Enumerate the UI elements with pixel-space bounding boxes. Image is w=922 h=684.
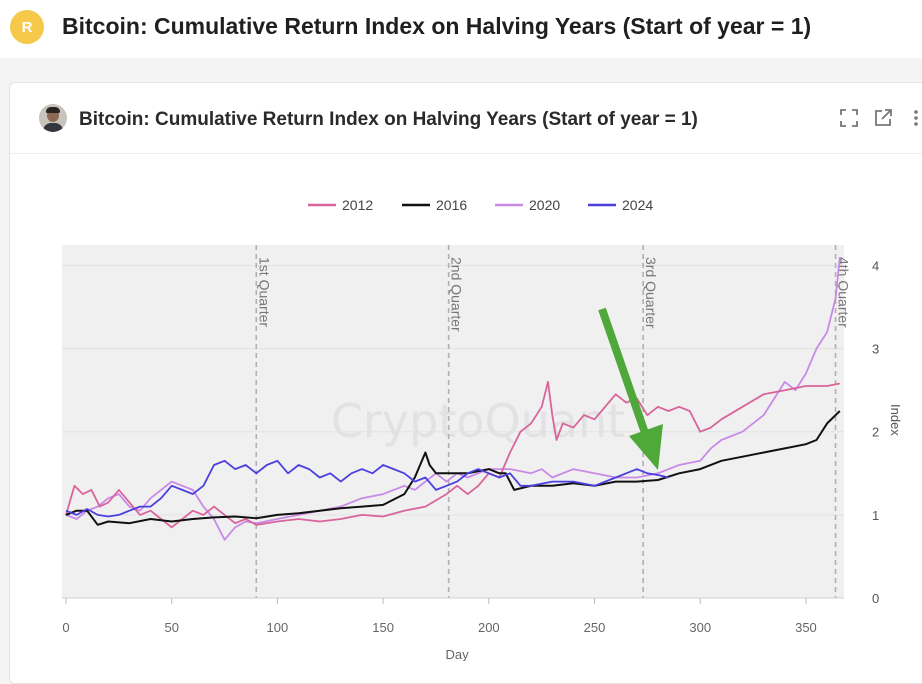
x-axis-label: Day <box>446 647 470 661</box>
y-axis-label: Index <box>888 404 903 436</box>
page-title: Bitcoin: Cumulative Return Index on Halv… <box>62 13 812 39</box>
x-tick-label: 300 <box>689 620 711 635</box>
x-tick-label: 150 <box>372 620 394 635</box>
page-header: R Bitcoin: Cumulative Return Index on Ha… <box>0 0 922 58</box>
legend-label-2024[interactable]: 2024 <box>622 197 653 213</box>
quarter-label: 3rd Quarter <box>643 257 659 329</box>
series-line-2012 <box>65 381 840 529</box>
quarter-label: 2nd Quarter <box>449 257 465 332</box>
open-external-icon[interactable] <box>872 107 894 129</box>
x-tick-label: 200 <box>478 620 500 635</box>
y-tick-label: 4 <box>872 258 879 273</box>
series-line-2020 <box>65 257 841 541</box>
more-icon[interactable] <box>910 107 922 129</box>
fullscreen-icon[interactable] <box>838 107 860 129</box>
annotation-arrow-shaft <box>598 307 649 435</box>
y-tick-label: 2 <box>872 425 879 440</box>
x-tick-label: 250 <box>584 620 606 635</box>
x-tick-label: 350 <box>795 620 817 635</box>
y-tick-label: 1 <box>872 508 879 523</box>
chart: CryptoQuant 1st Quarter 2nd Quarter 3rd Qu… <box>62 197 903 661</box>
quarter-label: 4th Quarter <box>836 257 852 328</box>
y-tick-label: 0 <box>872 591 879 606</box>
author-avatar[interactable] <box>39 104 67 132</box>
legend-label-2020[interactable]: 2020 <box>529 197 560 213</box>
card-title: Bitcoin: Cumulative Return Index on Halv… <box>79 109 698 130</box>
y-tick-label: 3 <box>872 342 879 357</box>
quarter-label: 1st Quarter <box>256 257 272 327</box>
series-line-2016 <box>65 410 841 526</box>
legend-label-2012[interactable]: 2012 <box>342 197 373 213</box>
x-tick-label: 100 <box>267 620 289 635</box>
x-tick-label: 0 <box>62 620 69 635</box>
card-header: Bitcoin: Cumulative Return Index on Halv… <box>10 83 922 154</box>
legend-label-2016[interactable]: 2016 <box>436 197 467 213</box>
workspace-avatar[interactable]: R <box>10 10 44 44</box>
annotation-arrow-head <box>629 424 663 470</box>
series-line-2024 <box>65 459 669 518</box>
x-tick-label: 50 <box>164 620 178 635</box>
watermark: CryptoQuant <box>331 394 625 448</box>
plot-area <box>62 245 844 598</box>
